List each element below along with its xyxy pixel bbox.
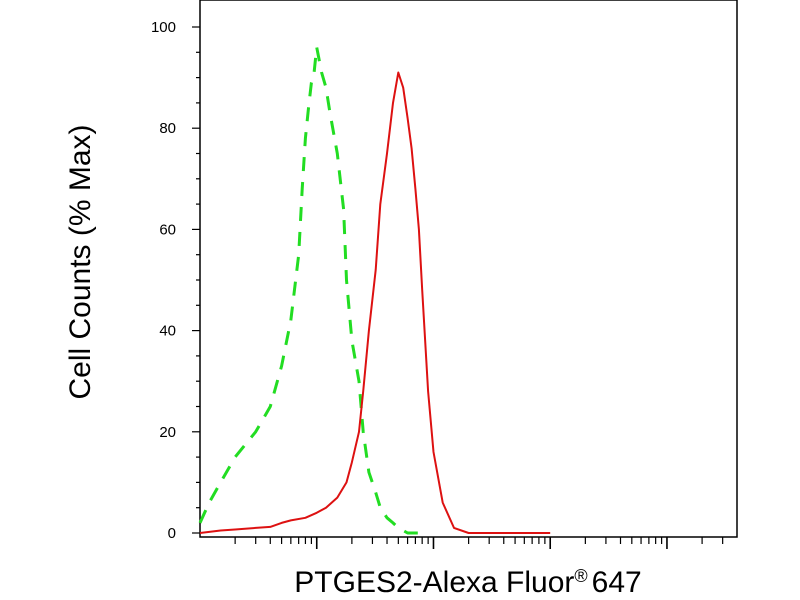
y-tick-label: 80 (159, 120, 176, 137)
y-tick-label: 60 (159, 221, 176, 238)
y-axis-label: Cell Counts (% Max) (64, 124, 97, 399)
series-line-0 (198, 45, 423, 535)
y-axis-ticks: 0 20 40 60 80 100 (151, 19, 200, 542)
x-axis-label-suffix: 647 (592, 566, 642, 599)
x-axis-label-main: PTGES2-Alexa Fluor (294, 566, 574, 599)
series-line-1 (199, 71, 551, 534)
plot-frame (199, 0, 738, 538)
x-axis-label: PTGES2-Alexa Fluor® 647 (294, 566, 641, 599)
series-group (198, 45, 551, 535)
y-tick-label: 0 (168, 525, 176, 542)
y-tick-label: 100 (151, 19, 176, 36)
y-tick-label: 40 (159, 323, 176, 340)
y-tick-label: 20 (159, 424, 176, 441)
x-axis-ticks (234, 537, 724, 549)
x-axis-label-registered: ® (574, 566, 587, 586)
